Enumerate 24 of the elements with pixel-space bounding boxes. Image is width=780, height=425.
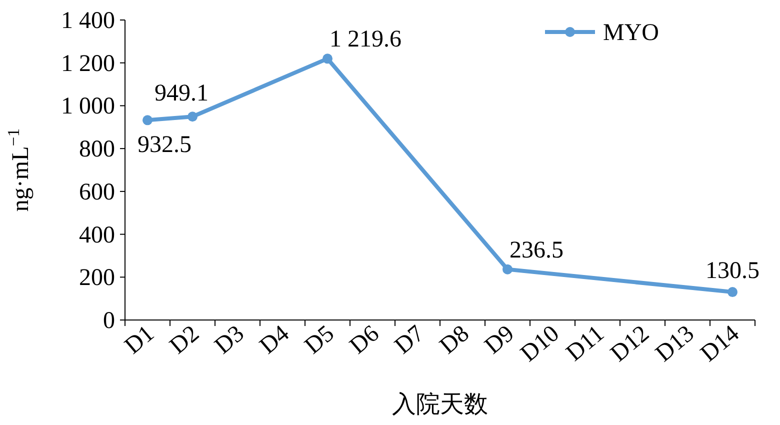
y-tick-label: 1 400 xyxy=(61,8,115,34)
y-tick-label: 600 xyxy=(79,179,115,206)
data-label: 932.5 xyxy=(138,132,192,158)
data-label: 949.1 xyxy=(154,80,208,107)
legend: MYO xyxy=(545,20,660,46)
x-tick-label: D4 xyxy=(255,320,294,360)
x-axis-title: 入院天数 xyxy=(392,392,488,418)
x-tick-label: D5 xyxy=(300,320,340,360)
data-label: 236.5 xyxy=(510,237,564,264)
y-tick-label: 800 xyxy=(79,136,115,163)
y-tick-label: 200 xyxy=(79,265,115,292)
x-tick-label: D6 xyxy=(345,320,384,360)
data-label: 1 219.6 xyxy=(330,26,402,53)
legend-label: MYO xyxy=(603,20,660,46)
y-tick-label: 1 200 xyxy=(61,50,115,77)
y-tick-label: 0 xyxy=(103,308,115,334)
x-tick-label: D2 xyxy=(165,320,204,360)
x-tick-label: D7 xyxy=(390,320,430,360)
x-tick-label: D3 xyxy=(210,320,250,360)
x-tick-label: D1 xyxy=(120,320,160,360)
data-label: 130.5 xyxy=(706,258,760,284)
x-tick-label: D8 xyxy=(435,320,474,360)
y-tick-label: 400 xyxy=(79,222,115,248)
y-tick-label: 1 000 xyxy=(61,94,115,120)
